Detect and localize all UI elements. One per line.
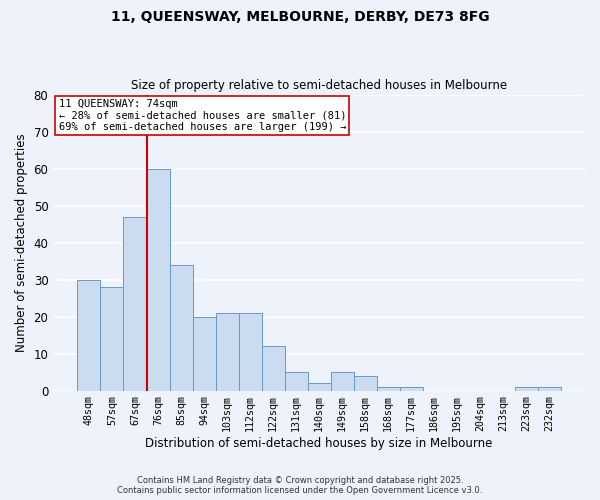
Title: Size of property relative to semi-detached houses in Melbourne: Size of property relative to semi-detach… <box>131 79 507 92</box>
Text: Contains HM Land Registry data © Crown copyright and database right 2025.
Contai: Contains HM Land Registry data © Crown c… <box>118 476 482 495</box>
Bar <box>77 280 100 390</box>
Bar <box>353 376 377 390</box>
X-axis label: Distribution of semi-detached houses by size in Melbourne: Distribution of semi-detached houses by … <box>145 437 493 450</box>
Bar <box>538 387 561 390</box>
Bar <box>193 316 215 390</box>
Text: 11 QUEENSWAY: 74sqm
← 28% of semi-detached houses are smaller (81)
69% of semi-d: 11 QUEENSWAY: 74sqm ← 28% of semi-detach… <box>59 99 346 132</box>
Bar <box>284 372 308 390</box>
Bar <box>215 313 239 390</box>
Bar <box>146 168 170 390</box>
Bar <box>515 387 538 390</box>
Text: 11, QUEENSWAY, MELBOURNE, DERBY, DE73 8FG: 11, QUEENSWAY, MELBOURNE, DERBY, DE73 8F… <box>110 10 490 24</box>
Bar <box>100 287 124 391</box>
Y-axis label: Number of semi-detached properties: Number of semi-detached properties <box>15 134 28 352</box>
Bar <box>239 313 262 390</box>
Bar <box>124 216 146 390</box>
Bar <box>170 265 193 390</box>
Bar <box>400 387 423 390</box>
Bar <box>331 372 353 390</box>
Bar <box>377 387 400 390</box>
Bar <box>308 383 331 390</box>
Bar <box>262 346 284 391</box>
